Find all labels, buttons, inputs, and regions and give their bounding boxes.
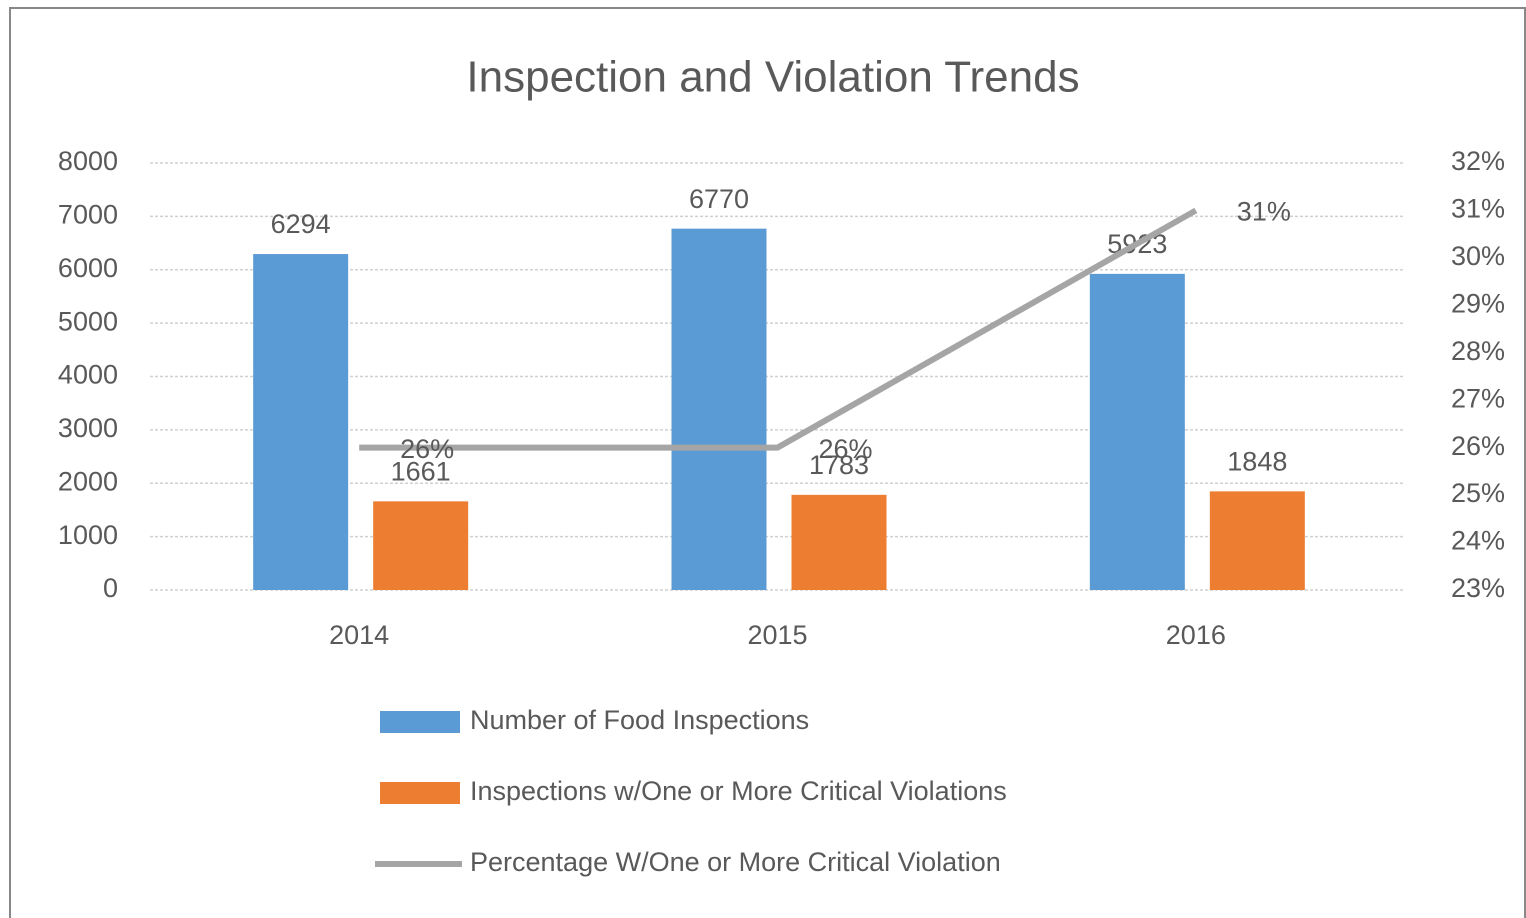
y-tick-label: 4000 <box>58 360 118 390</box>
y2-tick-label: 23% <box>1451 573 1505 603</box>
data-label: 26% <box>400 434 454 464</box>
y2-tick-label: 30% <box>1451 241 1505 271</box>
y-tick-label: 6000 <box>58 253 118 283</box>
bar <box>1209 491 1305 590</box>
legend-label: Inspections w/One or More Critical Viola… <box>470 776 1007 806</box>
bar <box>253 254 349 591</box>
chart-title: Inspection and Violation Trends <box>466 53 1079 102</box>
bar <box>373 501 469 590</box>
legend-swatch <box>380 711 460 733</box>
legend-label: Percentage W/One or More Critical Violat… <box>470 847 1001 877</box>
y-tick-label: 3000 <box>58 413 118 443</box>
bar <box>791 494 887 590</box>
data-label: 26% <box>818 434 872 464</box>
legend-label: Number of Food Inspections <box>470 705 809 735</box>
y2-tick-label: 31% <box>1451 194 1505 224</box>
data-label: 1848 <box>1227 446 1287 476</box>
y-tick-label: 8000 <box>58 146 118 176</box>
data-label: 6294 <box>271 209 331 239</box>
y2-tick-label: 25% <box>1451 478 1505 508</box>
data-label: 6770 <box>689 184 749 214</box>
data-label: 31% <box>1237 197 1291 227</box>
legend-swatch <box>380 782 460 804</box>
y-tick-label: 1000 <box>58 520 118 550</box>
y2-tick-label: 24% <box>1451 526 1505 556</box>
y2-tick-label: 27% <box>1451 383 1505 413</box>
data-label: 1661 <box>391 456 451 486</box>
line-series <box>359 207 1198 451</box>
bar <box>1089 273 1185 590</box>
y2-tick-label: 29% <box>1451 288 1505 318</box>
y2-tick-label: 28% <box>1451 336 1505 366</box>
data-label: 1783 <box>809 450 869 480</box>
y2-tick-label: 32% <box>1451 146 1505 176</box>
bar <box>671 228 767 590</box>
y-tick-label: 5000 <box>58 306 118 336</box>
y2-tick-label: 26% <box>1451 431 1505 461</box>
y-tick-label: 2000 <box>58 466 118 496</box>
y-tick-label: 7000 <box>58 200 118 230</box>
x-tick-label: 2014 <box>329 620 389 650</box>
y-tick-label: 0 <box>103 573 118 603</box>
x-tick-label: 2015 <box>747 620 807 650</box>
x-tick-label: 2016 <box>1166 620 1226 650</box>
